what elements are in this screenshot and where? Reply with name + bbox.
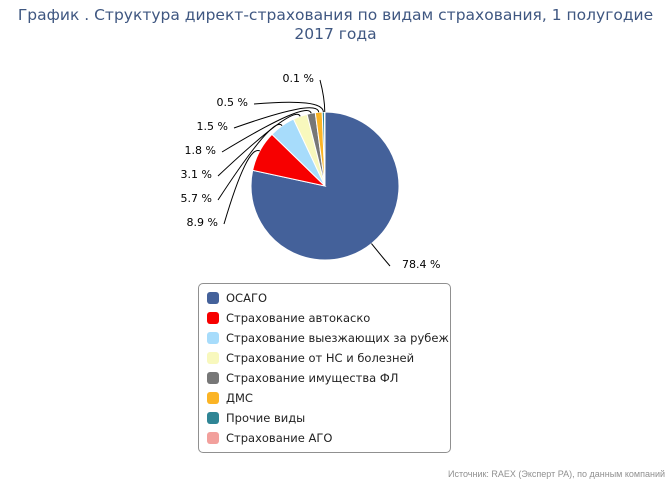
legend-item[interactable]: Страхование автокаско <box>207 310 370 326</box>
legend-label: Страхование от НС и болезней <box>226 351 415 365</box>
pie-slice <box>250 111 400 261</box>
legend-swatch <box>207 372 219 384</box>
legend-item[interactable]: Прочие виды <box>207 410 305 426</box>
legend-swatch <box>207 392 219 404</box>
chart-title-line1: График . Структура директ-страхования по… <box>17 6 654 24</box>
legend-swatch <box>207 332 219 344</box>
legend-item[interactable]: ДМС <box>207 390 253 406</box>
leader-line <box>233 107 320 129</box>
legend-label: Прочие виды <box>226 411 306 425</box>
data-label: 3.1 % <box>181 168 212 181</box>
leader-line <box>253 101 324 113</box>
chart-title-line2: 2017 года <box>294 25 377 43</box>
legend-swatch <box>207 412 219 424</box>
legend-item[interactable]: ОСАГО <box>207 290 267 306</box>
leader-line <box>217 123 283 201</box>
leader-line <box>223 150 261 225</box>
legend-label: ДМС <box>226 391 253 405</box>
data-label: 8.9 % <box>187 216 218 229</box>
legend-label: ОСАГО <box>226 291 268 305</box>
legend-label: Страхование имущества ФЛ <box>226 371 399 385</box>
data-label: 1.8 % <box>185 144 216 157</box>
data-label: 1.5 % <box>197 120 228 133</box>
legend-item[interactable]: Страхование от НС и болезней <box>207 350 414 366</box>
data-label: 5.7 % <box>181 192 212 205</box>
legend-label: Страхование автокаско <box>226 311 371 325</box>
legend-swatch <box>207 352 219 364</box>
legend-swatch <box>207 312 219 324</box>
leader-line <box>217 113 301 177</box>
legend-swatch <box>207 292 219 304</box>
legend-label: Страхование выезжающих за рубеж <box>226 331 449 345</box>
legend-item[interactable]: Страхование имущества ФЛ <box>207 370 398 386</box>
chart-title: График . Структура директ-страхования по… <box>0 6 671 44</box>
data-label: 0.1 % <box>283 72 314 85</box>
data-label: 0.5 % <box>217 96 248 109</box>
legend-item[interactable]: Страхование АГО <box>207 430 332 446</box>
source-note: Источник: RAEX (Эксперт РА), по данным к… <box>447 469 665 479</box>
leader-line <box>371 243 391 267</box>
legend-swatch <box>207 432 219 444</box>
leader-line <box>319 79 326 113</box>
data-label: 78.4 % <box>402 258 440 271</box>
legend-item[interactable]: Страхование выезжающих за рубеж <box>207 330 449 346</box>
legend: ОСАГО Страхование автокаско Страхование вы… <box>198 283 451 453</box>
legend-label: Страхование АГО <box>226 431 333 445</box>
leader-line <box>221 109 312 153</box>
